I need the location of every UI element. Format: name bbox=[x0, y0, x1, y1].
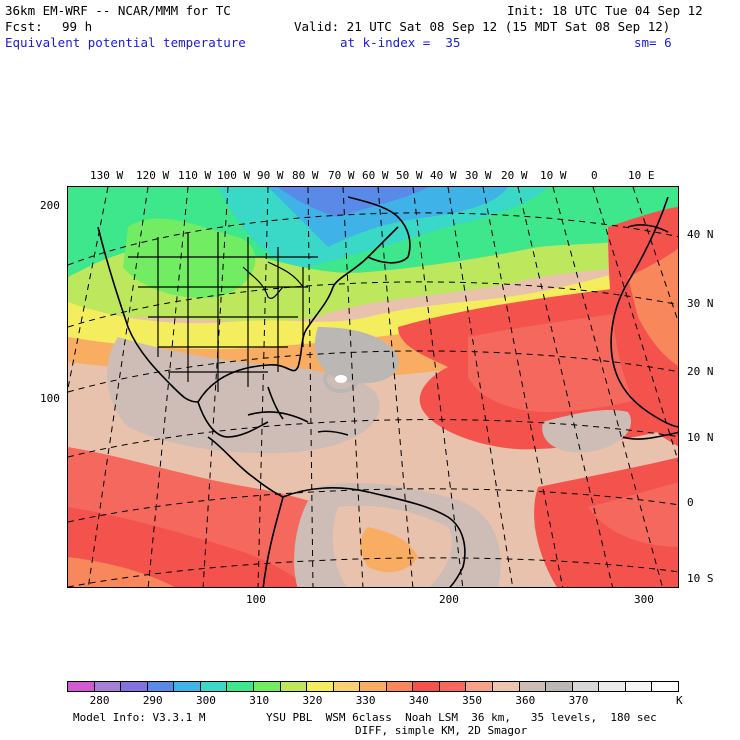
colorbar-swatch bbox=[439, 682, 467, 691]
weather-map bbox=[67, 186, 679, 588]
grid-tick-label: 200 bbox=[439, 593, 459, 606]
model-title: 36km EM-WRF -- NCAR/MMM for TC bbox=[5, 3, 231, 18]
colorbar-swatch bbox=[174, 682, 201, 691]
colorbar-swatch bbox=[625, 682, 653, 691]
colorbar-swatch bbox=[413, 682, 440, 691]
longitude-tick-label: 70 W bbox=[328, 169, 355, 182]
field-name: Equivalent potential temperature bbox=[5, 35, 246, 50]
grid-tick-label: 100 bbox=[40, 392, 60, 405]
colorbar-tick-label: 370 bbox=[568, 694, 589, 707]
longitude-tick-label: 10 W bbox=[540, 169, 567, 182]
grid-tick-label: 100 bbox=[246, 593, 266, 606]
colorbar-swatch bbox=[386, 682, 414, 691]
colorbar-swatch bbox=[546, 682, 573, 691]
colorbar-swatch bbox=[599, 682, 626, 691]
init-time: Init: 18 UTC Tue 04 Sep 12 bbox=[507, 3, 703, 18]
longitude-tick-label: 10 E bbox=[628, 169, 655, 182]
colorbar-swatch bbox=[360, 682, 387, 691]
colorbar-swatch bbox=[493, 682, 520, 691]
equivalent-potential-temperature-field bbox=[68, 187, 678, 587]
forecast-label: Fcst: bbox=[5, 19, 43, 34]
colorbar-tick-label: 340 bbox=[408, 694, 429, 707]
colorbar-swatch bbox=[68, 682, 95, 691]
longitude-tick-label: 40 W bbox=[430, 169, 457, 182]
colorbar-swatch bbox=[307, 682, 334, 691]
colorbar-unit: K bbox=[676, 694, 683, 707]
colorbar-swatch bbox=[253, 682, 281, 691]
longitude-tick-label: 20 W bbox=[501, 169, 528, 182]
colorbar-tick-label: 280 bbox=[89, 694, 110, 707]
colorbar-swatch bbox=[652, 682, 678, 691]
colorbar-swatch bbox=[572, 682, 600, 691]
colorbar-tick-label: 300 bbox=[196, 694, 216, 707]
colorbar-tick-label: 330 bbox=[355, 694, 376, 707]
smoothing-info: sm= 6 bbox=[634, 35, 672, 50]
colorbar-tick-label: 350 bbox=[462, 694, 482, 707]
grid-tick-label: 300 bbox=[634, 593, 654, 606]
colorbar-swatch bbox=[280, 682, 308, 691]
diffusion-info: DIFF, simple KM, 2D Smagor bbox=[355, 724, 528, 737]
latitude-tick-label: 40 N bbox=[687, 228, 714, 241]
longitude-tick-label: 30 W bbox=[465, 169, 492, 182]
colorbar-swatch bbox=[121, 682, 148, 691]
model-info: Model Info: V3.3.1 M bbox=[73, 711, 206, 724]
colorbar-swatch bbox=[227, 682, 254, 691]
colorbar-swatch bbox=[200, 682, 228, 691]
latitude-tick-label: 30 N bbox=[687, 297, 714, 310]
forecast-hour: 99 h bbox=[62, 19, 93, 34]
longitude-tick-label: 120 W bbox=[136, 169, 170, 182]
level-info: at k-index = 35 bbox=[340, 35, 461, 50]
colorbar-tick-label: 360 bbox=[515, 694, 536, 707]
colorbar-swatch bbox=[519, 682, 547, 691]
longitude-tick-label: 60 W bbox=[362, 169, 389, 182]
longitude-tick-label: 50 W bbox=[396, 169, 423, 182]
latitude-tick-label: 10 S bbox=[687, 572, 714, 585]
physics-info: YSU PBL WSM 6class Noah LSM 36 km, 35 le… bbox=[266, 711, 657, 724]
colorbar-swatch bbox=[333, 682, 361, 691]
longitude-tick-label: 90 W bbox=[257, 169, 284, 182]
colorbar-swatch bbox=[147, 682, 175, 691]
latitude-tick-label: 20 N bbox=[687, 365, 714, 378]
colorbar-swatch bbox=[466, 682, 493, 691]
valid-time: Valid: 21 UTC Sat 08 Sep 12 (15 MDT Sat … bbox=[294, 19, 671, 34]
grid-tick-label: 200 bbox=[40, 199, 60, 212]
colorbar-swatch bbox=[94, 682, 122, 691]
colorbar-tick-label: 310 bbox=[249, 694, 270, 707]
colorbar-tick-label: 290 bbox=[142, 694, 163, 707]
longitude-tick-label: 0 bbox=[591, 169, 598, 182]
longitude-tick-label: 130 W bbox=[90, 169, 124, 182]
latitude-tick-label: 0 bbox=[687, 496, 694, 509]
longitude-tick-label: 110 W bbox=[178, 169, 212, 182]
latitude-tick-label: 10 N bbox=[687, 431, 714, 444]
colorbar bbox=[67, 681, 679, 692]
colorbar-tick-label: 320 bbox=[302, 694, 323, 707]
longitude-tick-label: 100 W bbox=[217, 169, 251, 182]
longitude-tick-label: 80 W bbox=[292, 169, 319, 182]
